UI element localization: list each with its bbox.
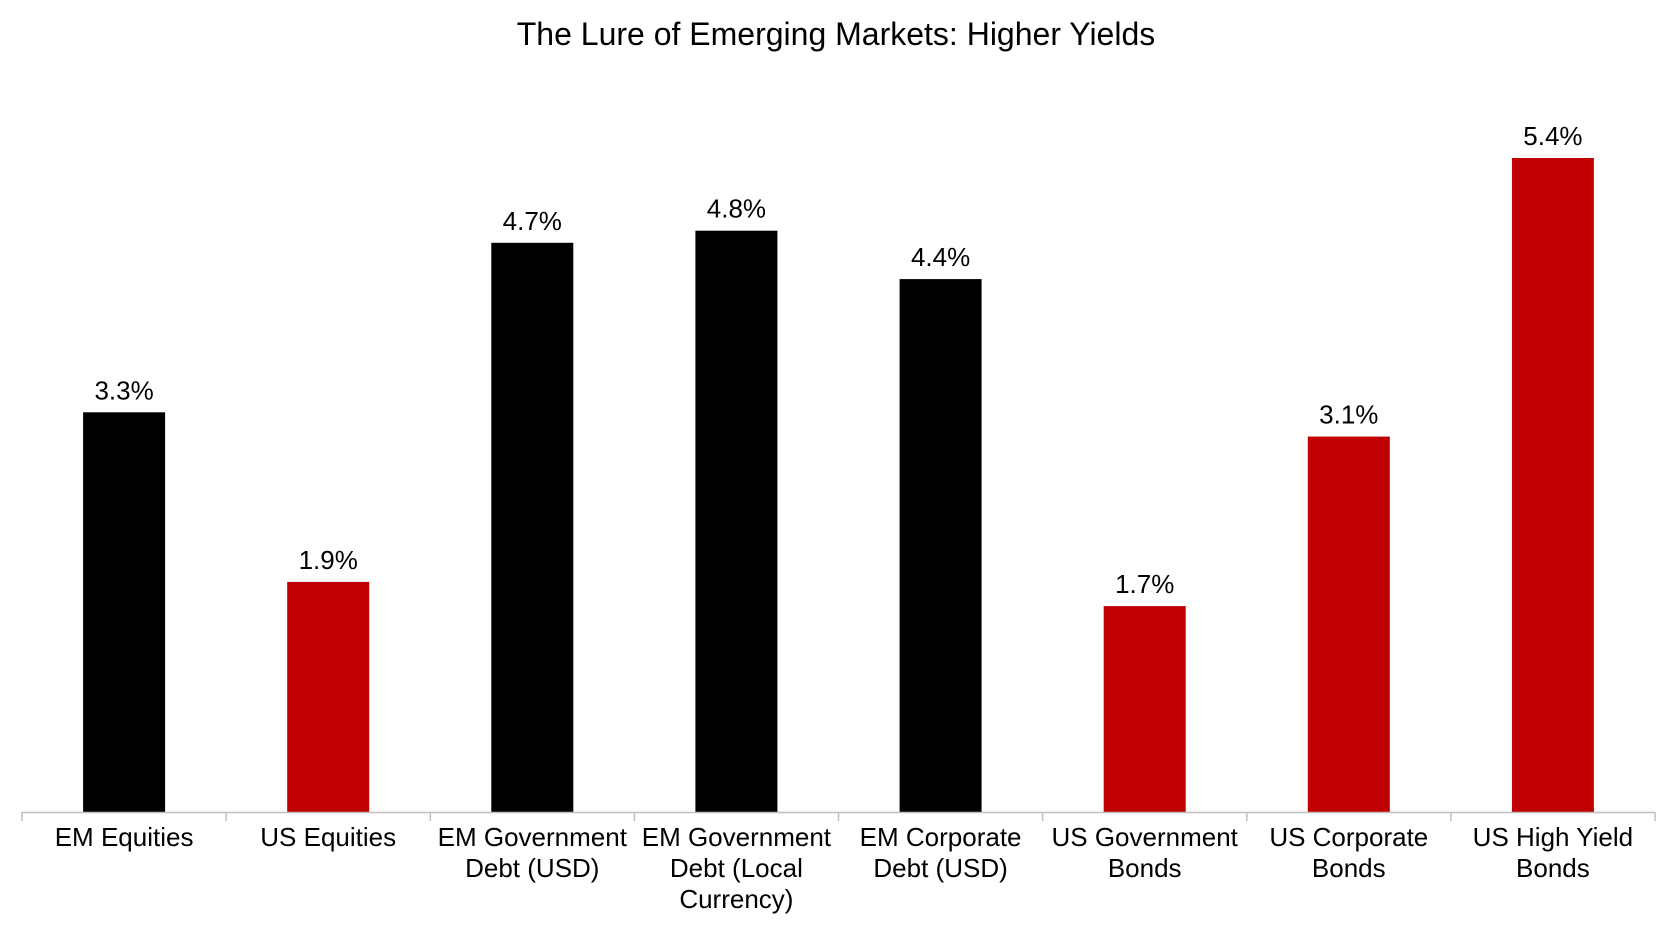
category-label: US Government Bonds xyxy=(1043,822,1247,884)
data-label: 1.7% xyxy=(1115,569,1174,599)
category-label: EM Government Debt (Local Currency) xyxy=(634,822,838,915)
bar xyxy=(83,412,166,812)
category-label: US Corporate Bonds xyxy=(1247,822,1451,884)
category-label-line: EM Government xyxy=(437,822,627,852)
data-label: 4.4% xyxy=(911,242,970,272)
bar xyxy=(1103,606,1186,812)
category-label-line: US Corporate xyxy=(1269,822,1429,852)
category-label-line: EM Government xyxy=(641,822,832,852)
data-label: 4.7% xyxy=(503,206,562,236)
category-label: EM Equities xyxy=(22,822,226,853)
category-label-line: Debt (Local xyxy=(669,853,803,883)
data-label: 3.3% xyxy=(94,375,153,405)
chart-title: The Lure of Emerging Markets: Higher Yie… xyxy=(516,16,1156,52)
category-label: EM Corporate Debt (USD) xyxy=(839,822,1043,884)
category-label: EM Government Debt (USD) xyxy=(430,822,634,884)
category-label-line: US Equities xyxy=(260,822,397,852)
category-label-line: US High Yield xyxy=(1472,822,1634,852)
bar xyxy=(695,230,778,812)
category-label-line: EM Equities xyxy=(54,822,194,852)
data-label: 3.1% xyxy=(1319,400,1378,430)
data-label: 5.4% xyxy=(1523,121,1582,151)
category-label-line: Currency) xyxy=(679,884,794,914)
data-label: 1.9% xyxy=(299,545,358,575)
bar xyxy=(287,581,370,812)
bar xyxy=(491,242,574,813)
category-label-line: Bonds xyxy=(1107,853,1182,883)
category-label: US Equities xyxy=(226,822,430,853)
category-label-line: US Government xyxy=(1051,822,1238,852)
category-label-line: Bonds xyxy=(1311,853,1386,883)
bar xyxy=(899,279,982,813)
bar xyxy=(1511,158,1594,812)
bar xyxy=(1307,436,1390,812)
data-label: 4.8% xyxy=(707,194,766,224)
category-label-line: Debt (USD) xyxy=(873,853,1008,883)
category-label-line: Bonds xyxy=(1516,853,1590,883)
category-label-line: EM Corporate xyxy=(859,822,1022,852)
category-label: US High Yield Bonds xyxy=(1451,822,1655,884)
category-label-line: Debt (USD) xyxy=(465,853,600,883)
